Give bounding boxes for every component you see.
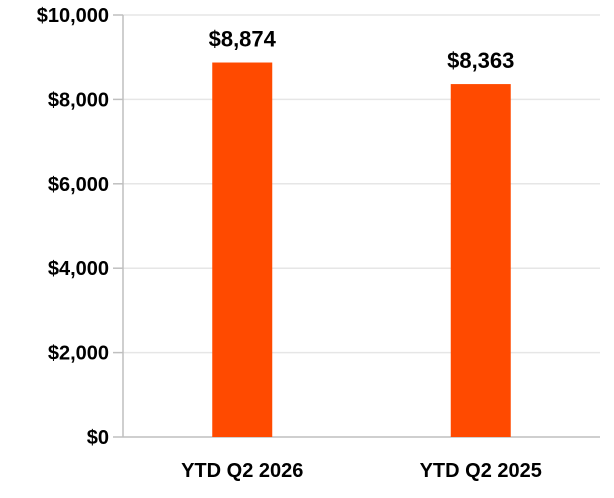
- bar: [450, 84, 511, 438]
- data-label: $8,874: [209, 27, 277, 52]
- y-tick-label: $2,000: [48, 343, 109, 365]
- gridlines: [113, 14, 600, 438]
- y-axis-tick-labels: $0 $2,000 $4,000 $6,000 $8,000 $10,000: [37, 5, 109, 449]
- y-tick-label: $0: [87, 427, 109, 449]
- y-tick-label: $6,000: [48, 174, 109, 196]
- y-tick-label: $10,000: [37, 5, 109, 27]
- bar: [212, 62, 273, 437]
- x-category-label: YTD Q2 2025: [420, 460, 542, 482]
- data-label: $8,363: [447, 48, 514, 73]
- y-tick-label: $4,000: [48, 258, 109, 280]
- data-labels: $8,874 $8,363: [209, 27, 515, 74]
- x-axis-category-labels: YTD Q2 2026 YTD Q2 2025: [181, 460, 542, 482]
- y-tick-label: $8,000: [48, 89, 109, 111]
- x-category-label: YTD Q2 2026: [181, 460, 303, 482]
- bars: [212, 62, 511, 438]
